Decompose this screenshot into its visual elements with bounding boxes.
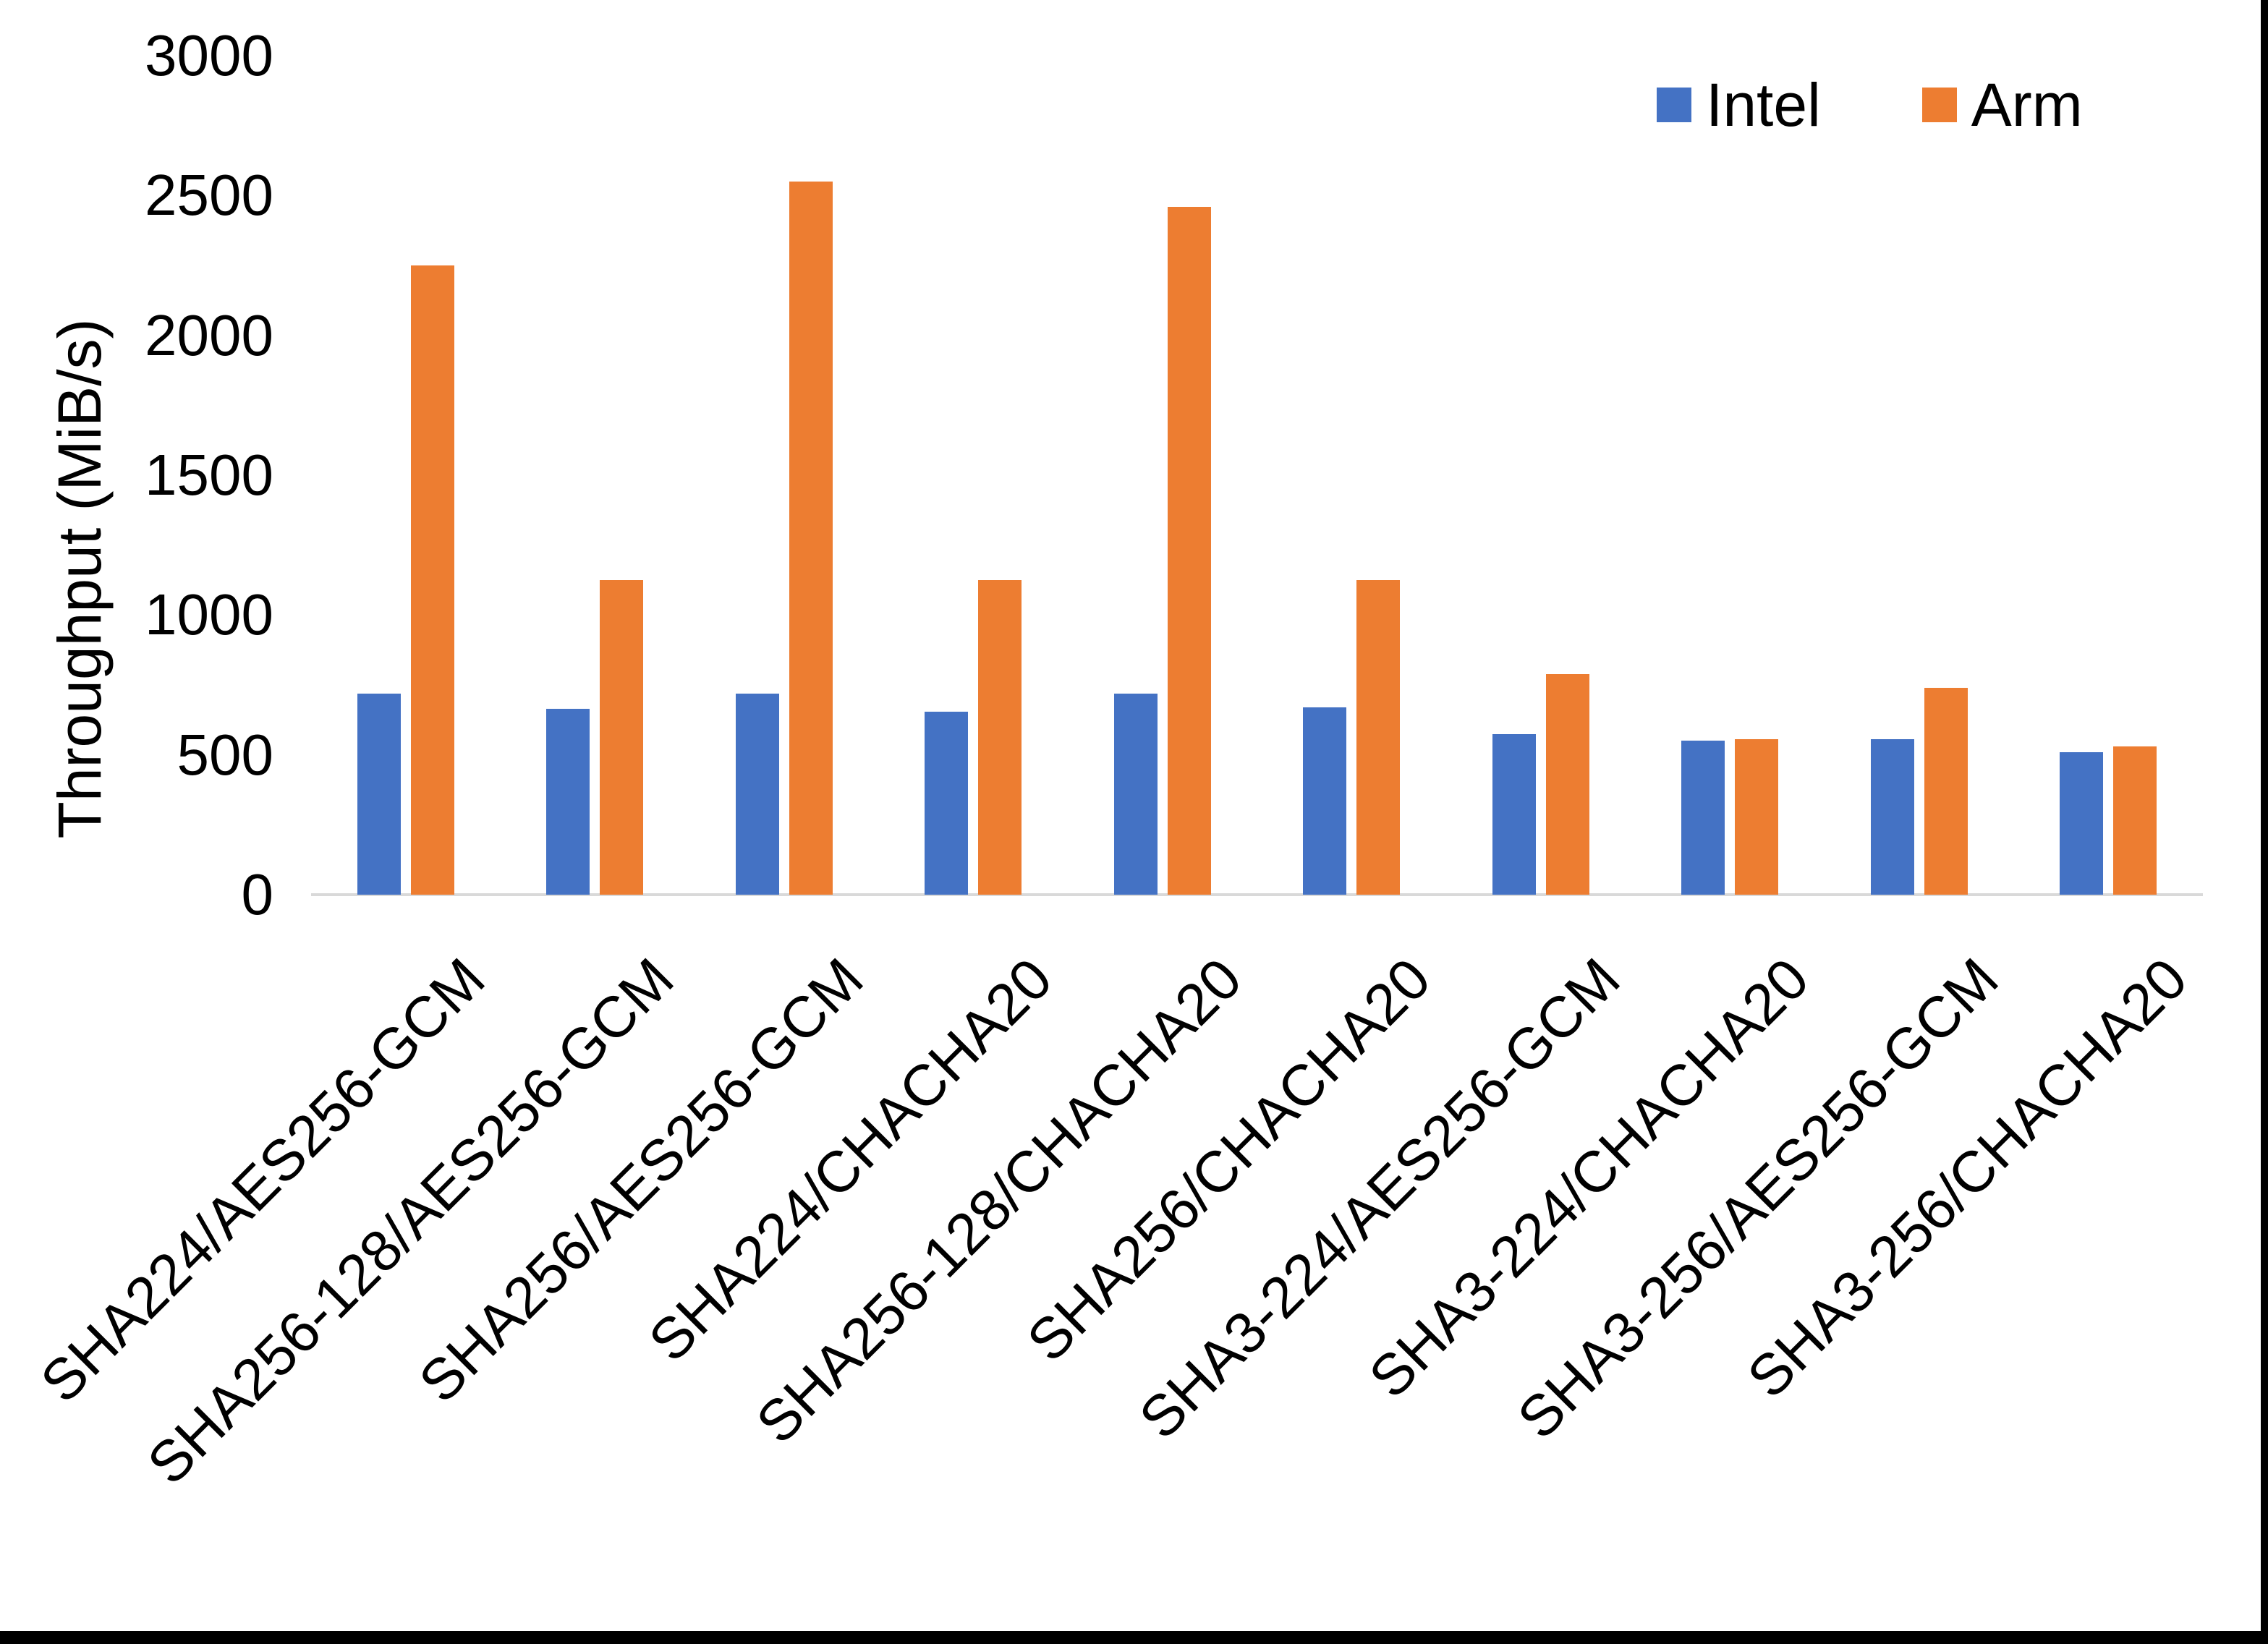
bar-intel-1 (357, 693, 401, 895)
plot-area (311, 56, 2203, 895)
legend-item-arm: Arm (1921, 71, 2083, 139)
bar-arm-1 (410, 265, 454, 895)
bar-intel-9 (1870, 739, 1914, 895)
category-group-10 (2014, 56, 2204, 895)
bar-arm-2 (600, 580, 644, 895)
legend-swatch-arm-icon (1921, 88, 1957, 122)
y-tick-label-2500: 2500 (145, 163, 273, 228)
y-tick-label-500: 500 (177, 722, 273, 787)
category-group-5 (1068, 56, 1257, 895)
screenshot-right-border (2261, 0, 2268, 1644)
category-group-2 (501, 56, 690, 895)
category-group-3 (689, 56, 879, 895)
bar-intel-8 (1681, 741, 1725, 895)
category-group-7 (1446, 56, 1636, 895)
screenshot-bottom-border (0, 1631, 2268, 1644)
bar-arm-3 (789, 182, 833, 895)
y-tick-label-3000: 3000 (145, 23, 273, 88)
bar-arm-8 (1735, 739, 1779, 895)
bar-arm-4 (978, 580, 1022, 895)
bar-intel-6 (1303, 707, 1347, 895)
category-group-8 (1636, 56, 1825, 895)
bar-arm-5 (1167, 206, 1211, 895)
y-tick-label-1500: 1500 (145, 443, 273, 507)
bar-intel-2 (546, 708, 590, 895)
category-group-9 (1825, 56, 2014, 895)
bar-arm-7 (1545, 673, 1589, 895)
bar-intel-10 (2060, 751, 2104, 895)
legend-label-arm: Arm (1971, 71, 2083, 139)
x-axis-line (311, 893, 2203, 896)
bar-intel-4 (925, 711, 969, 895)
y-tick-label-2000: 2000 (145, 302, 273, 367)
bar-intel-3 (735, 693, 779, 895)
legend: Intel Arm (1657, 72, 2083, 137)
category-group-6 (1257, 56, 1447, 895)
bar-arm-9 (1924, 687, 1968, 895)
legend-label-intel: Intel (1706, 71, 1821, 139)
bar-arm-10 (2113, 746, 2157, 895)
legend-swatch-intel-icon (1657, 88, 1691, 122)
y-tick-label-1000: 1000 (145, 582, 273, 647)
category-group-4 (879, 56, 1069, 895)
bar-arm-6 (1356, 580, 1401, 895)
bar-intel-5 (1113, 693, 1158, 895)
bar-intel-7 (1492, 733, 1536, 895)
y-tick-label-0: 0 (241, 862, 274, 927)
category-group-1 (311, 56, 501, 895)
legend-item-intel: Intel (1657, 72, 1821, 137)
